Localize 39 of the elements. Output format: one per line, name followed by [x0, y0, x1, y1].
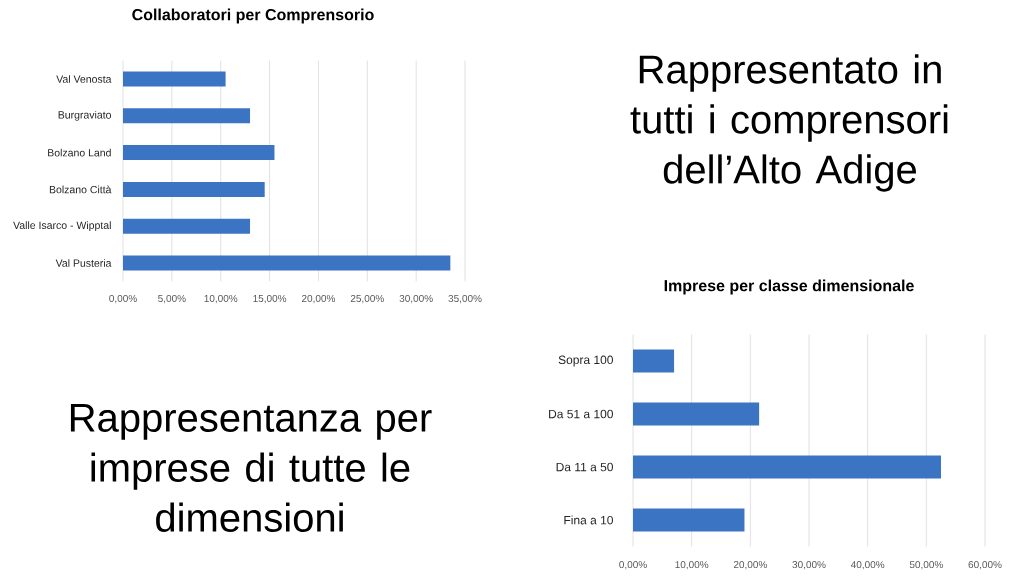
- chart-title: Imprese per classe dimensionale: [664, 279, 914, 295]
- x-tick-label: 25,00%: [350, 294, 384, 304]
- x-tick-label: 40,00%: [850, 561, 885, 570]
- bar: [123, 108, 251, 124]
- x-tick-label: 0,00%: [619, 561, 647, 570]
- bar: [633, 402, 760, 426]
- bar: [123, 255, 451, 271]
- x-tick-label: 35,00%: [448, 294, 482, 304]
- x-tick-label: 30,00%: [792, 561, 826, 570]
- bar: [633, 508, 745, 532]
- y-tick-label: Valle Isarco - Wipptal: [13, 221, 111, 232]
- y-tick-label: Val Venosta: [56, 75, 112, 83]
- text: Rappresentanza per imprese di tutte le dimensioni: [70, 404, 432, 532]
- x-tick-label: 60,00%: [968, 561, 1002, 570]
- y-tick-label: Burgraviato: [58, 110, 112, 121]
- bar: [123, 145, 275, 161]
- text: Rappresentato in tutti i comprensori dell’Alto Adige: [630, 54, 948, 192]
- x-tick-label: 10,00%: [204, 294, 238, 304]
- x-tick-label: 20,00%: [733, 561, 767, 570]
- y-tick-label: Da 11 a 50: [556, 462, 613, 472]
- y-tick-label: Sopra 100: [558, 355, 613, 367]
- y-tick-label: Bolzano Land: [48, 148, 111, 157]
- x-tick-label: 50,00%: [909, 561, 943, 570]
- x-tick-label: 30,00%: [399, 294, 433, 304]
- x-tick-label: 20,00%: [301, 294, 336, 304]
- y-tick-label: Da 51 a 100: [549, 409, 613, 419]
- bar: [123, 71, 226, 87]
- bar: [633, 455, 941, 479]
- bar: [123, 181, 265, 197]
- y-tick-label: Bolzano Città: [49, 185, 112, 194]
- y-tick-label: Fina a 10: [564, 515, 613, 525]
- y-tick-label: Val Pusteria: [55, 259, 112, 267]
- chart-title: Collaboratori per Comprensorio: [132, 8, 374, 24]
- x-tick-label: 0,00%: [109, 294, 137, 304]
- x-tick-label: 15,00%: [253, 294, 287, 304]
- x-tick-label: 5,00%: [158, 294, 186, 304]
- bar: [633, 349, 675, 373]
- bar: [123, 218, 251, 234]
- x-tick-label: 10,00%: [675, 561, 709, 570]
